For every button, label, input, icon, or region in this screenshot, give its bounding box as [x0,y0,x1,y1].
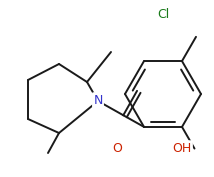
Text: Cl: Cl [157,7,169,21]
Text: N: N [93,93,103,107]
Text: O: O [112,141,122,155]
Text: OH: OH [172,141,192,155]
Text: OH: OH [172,141,192,155]
Text: Cl: Cl [157,7,169,21]
Text: O: O [112,141,122,155]
Text: N: N [93,93,103,107]
